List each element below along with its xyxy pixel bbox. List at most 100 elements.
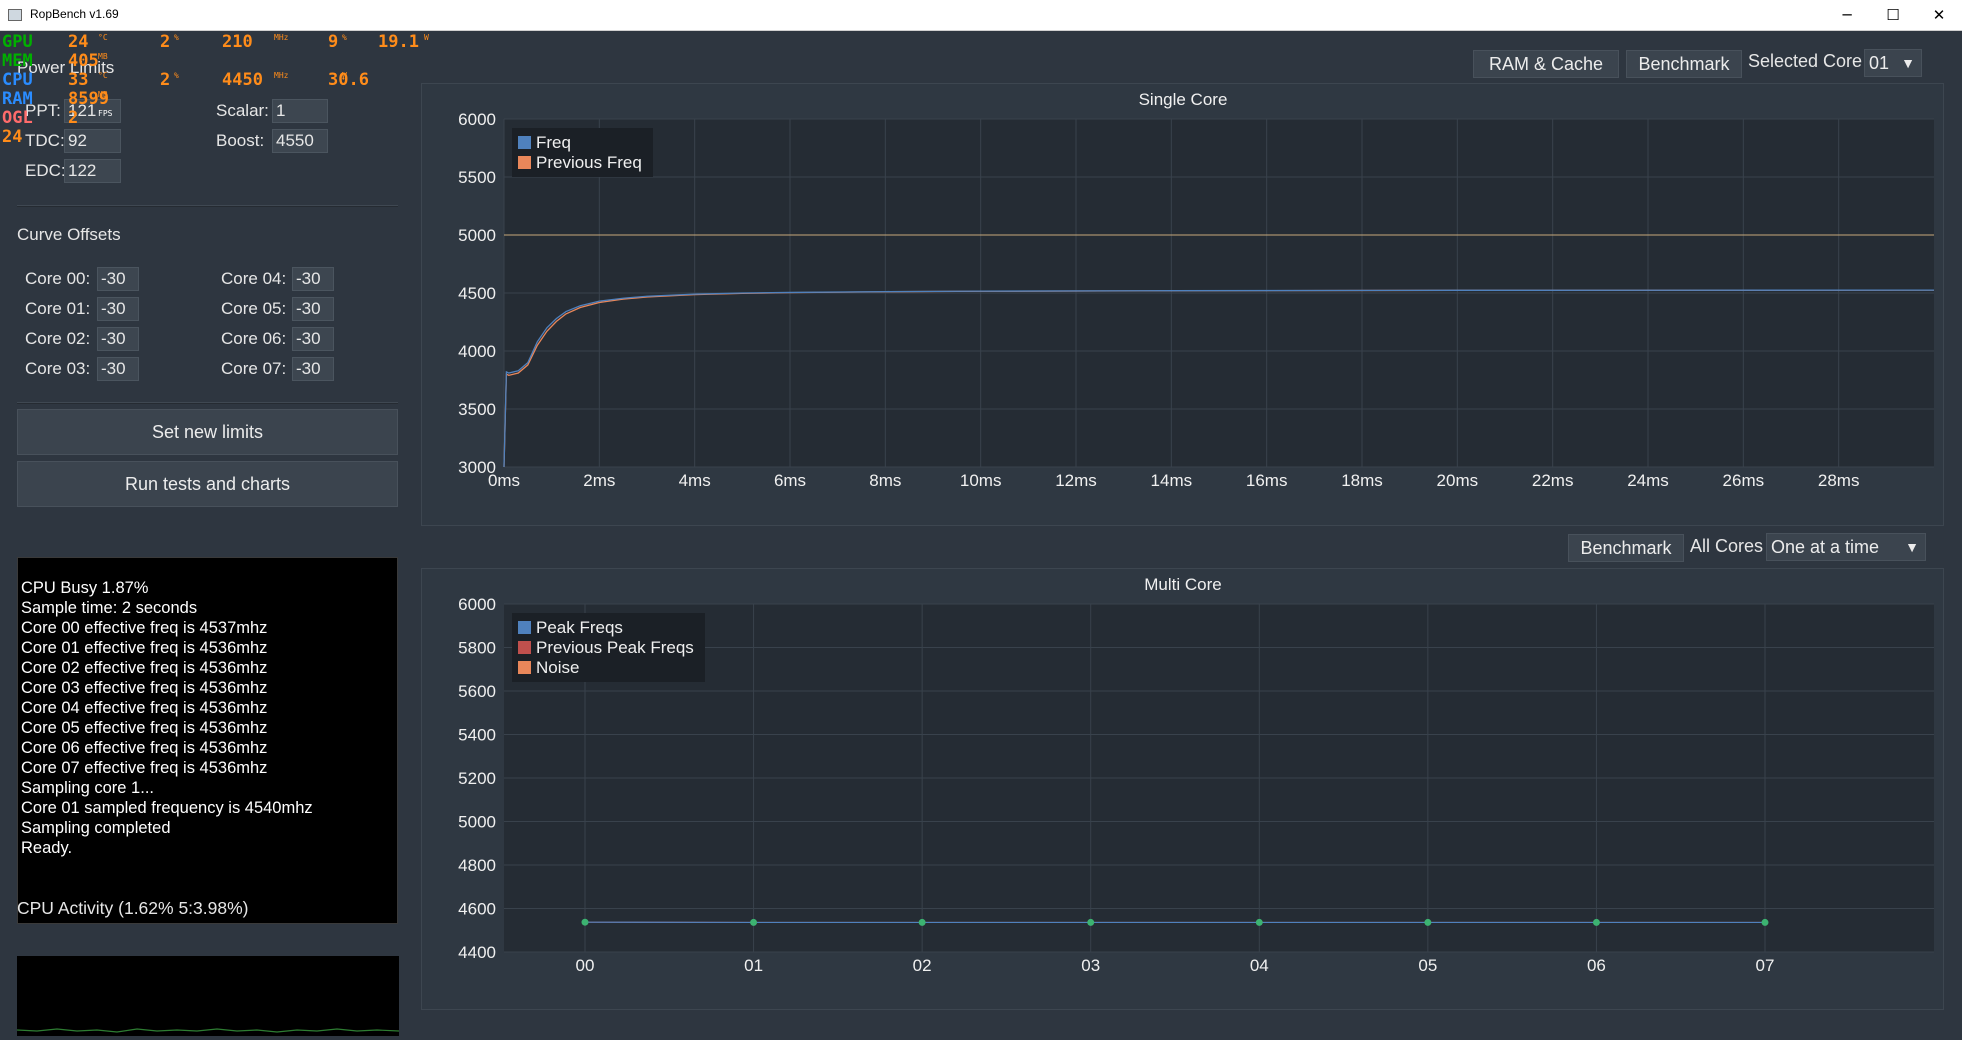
legend-swatch	[518, 156, 531, 169]
y-tick-label: 4500	[458, 284, 496, 303]
ppt-input[interactable]: 121	[64, 99, 121, 123]
x-tick-label: 24ms	[1627, 471, 1669, 490]
divider	[17, 402, 398, 404]
core-02-offset-input[interactable]: -30	[97, 327, 139, 351]
data-point	[1762, 919, 1769, 926]
x-tick-label: 28ms	[1818, 471, 1860, 490]
x-tick-label: 02	[913, 956, 932, 975]
scalar-input[interactable]: 1	[272, 99, 328, 123]
x-tick-label: 18ms	[1341, 471, 1383, 490]
log-line: Sample time: 2 seconds	[21, 598, 397, 618]
cpu-activity-sparkline	[17, 956, 399, 1036]
y-tick-label: 3500	[458, 400, 496, 419]
multi-core-chart-panel: 4400 4600 4800 5000 5200 5400 5600 5800 6000 00 01…	[421, 568, 1944, 1010]
log-line: Core 05 effective freq is 4536mhz	[21, 718, 397, 738]
x-tick-label: 04	[1250, 956, 1269, 975]
core-05-offset-input[interactable]: -30	[292, 297, 334, 321]
chart-title: Single Core	[1139, 90, 1228, 109]
benchmark-multi-button[interactable]: Benchmark	[1568, 534, 1684, 562]
x-tick-label: 06	[1587, 956, 1606, 975]
ram-cache-button[interactable]: RAM & Cache	[1473, 50, 1619, 78]
edc-label: EDC:	[25, 161, 66, 181]
data-point	[750, 919, 757, 926]
x-tick-label: 07	[1756, 956, 1775, 975]
legend-label: Freq	[536, 133, 571, 152]
curve-offsets-heading: Curve Offsets	[17, 225, 121, 245]
y-tick-label: 4400	[458, 943, 496, 962]
y-tick-label: 5800	[458, 639, 496, 658]
legend-swatch	[518, 136, 531, 149]
core-06-offset-input[interactable]: -30	[292, 327, 334, 351]
benchmark-single-button[interactable]: Benchmark	[1626, 50, 1742, 78]
multi-core-chart: 4400 4600 4800 5000 5200 5400 5600 5800 6000 00 01…	[422, 569, 1945, 1011]
x-tick-label: 05	[1418, 956, 1437, 975]
tdc-input[interactable]: 92	[64, 129, 121, 153]
y-tick-label: 5000	[458, 813, 496, 832]
core-07-offset-input[interactable]: -30	[292, 357, 334, 381]
core-01-label: Core 01:	[25, 299, 90, 319]
x-tick-label: 12ms	[1055, 471, 1097, 490]
core-00-label: Core 00:	[25, 269, 90, 289]
chevron-down-icon: ▼	[1901, 50, 1915, 76]
run-tests-button[interactable]: Run tests and charts	[17, 461, 398, 507]
log-line: Core 07 effective freq is 4536mhz	[21, 758, 397, 778]
log-line: Core 01 sampled frequency is 4540mhz	[21, 798, 397, 818]
maximize-button[interactable]: ☐	[1870, 0, 1916, 30]
y-tick-label: 4800	[458, 856, 496, 875]
log-line: Core 01 effective freq is 4536mhz	[21, 638, 397, 658]
power-limits-heading: Power Limits	[17, 58, 114, 78]
y-tick-label: 5400	[458, 726, 496, 745]
x-tick-label: 01	[744, 956, 763, 975]
core-00-offset-input[interactable]: -30	[97, 267, 139, 291]
core-01-offset-input[interactable]: -30	[97, 297, 139, 321]
core-03-offset-input[interactable]: -30	[97, 357, 139, 381]
all-cores-mode-dropdown[interactable]: One at a time ▼	[1766, 533, 1926, 561]
data-point	[1593, 919, 1600, 926]
edc-input[interactable]: 122	[64, 159, 121, 183]
y-tick-label: 5500	[458, 168, 496, 187]
x-tick-label: 14ms	[1151, 471, 1193, 490]
log-line: Ready.	[21, 838, 397, 858]
x-tick-label: 6ms	[774, 471, 806, 490]
x-tick-label: 4ms	[679, 471, 711, 490]
minimize-button[interactable]: ─	[1824, 0, 1870, 30]
x-tick-label: 10ms	[960, 471, 1002, 490]
scalar-label: Scalar:	[216, 101, 269, 121]
data-point	[919, 919, 926, 926]
close-button[interactable]: ✕	[1916, 0, 1962, 30]
x-tick-label: 0ms	[488, 471, 520, 490]
core-04-label: Core 04:	[221, 269, 286, 289]
x-tick-label: 00	[576, 956, 595, 975]
ppt-label: PPT:	[25, 101, 61, 121]
legend-swatch	[518, 661, 531, 674]
core-04-offset-input[interactable]: -30	[292, 267, 334, 291]
y-tick-label: 6000	[458, 595, 496, 614]
window-title: RopBench v1.69	[30, 7, 119, 21]
y-tick-label: 4000	[458, 342, 496, 361]
boost-input[interactable]: 4550	[272, 129, 328, 153]
log-line: Core 00 effective freq is 4537mhz	[21, 618, 397, 638]
legend-swatch	[518, 641, 531, 654]
cpu-activity-graph	[17, 956, 399, 1036]
log-line: Core 04 effective freq is 4536mhz	[21, 698, 397, 718]
y-tick-label: 4600	[458, 900, 496, 919]
x-tick-label: 03	[1081, 956, 1100, 975]
x-tick-label: 8ms	[869, 471, 901, 490]
legend-label: Noise	[536, 658, 579, 677]
tdc-label: TDC:	[25, 131, 65, 151]
log-output: CPU Busy 1.87% Sample time: 2 seconds Co…	[17, 557, 398, 924]
all-cores-label: All Cores	[1690, 536, 1763, 557]
y-tick-label: 5200	[458, 769, 496, 788]
y-tick-label: 5600	[458, 682, 496, 701]
title-bar[interactable]: RopBench v1.69 ─ ☐ ✕	[0, 0, 1962, 31]
log-line: Sampling completed	[21, 818, 397, 838]
legend-label: Previous Peak Freqs	[536, 638, 694, 657]
divider	[17, 205, 398, 207]
selected-core-value: 01	[1869, 53, 1889, 73]
set-new-limits-button[interactable]: Set new limits	[17, 409, 398, 455]
data-point	[582, 919, 589, 926]
selected-core-dropdown[interactable]: 01 ▼	[1864, 49, 1922, 77]
legend-label: Previous Freq	[536, 153, 642, 172]
